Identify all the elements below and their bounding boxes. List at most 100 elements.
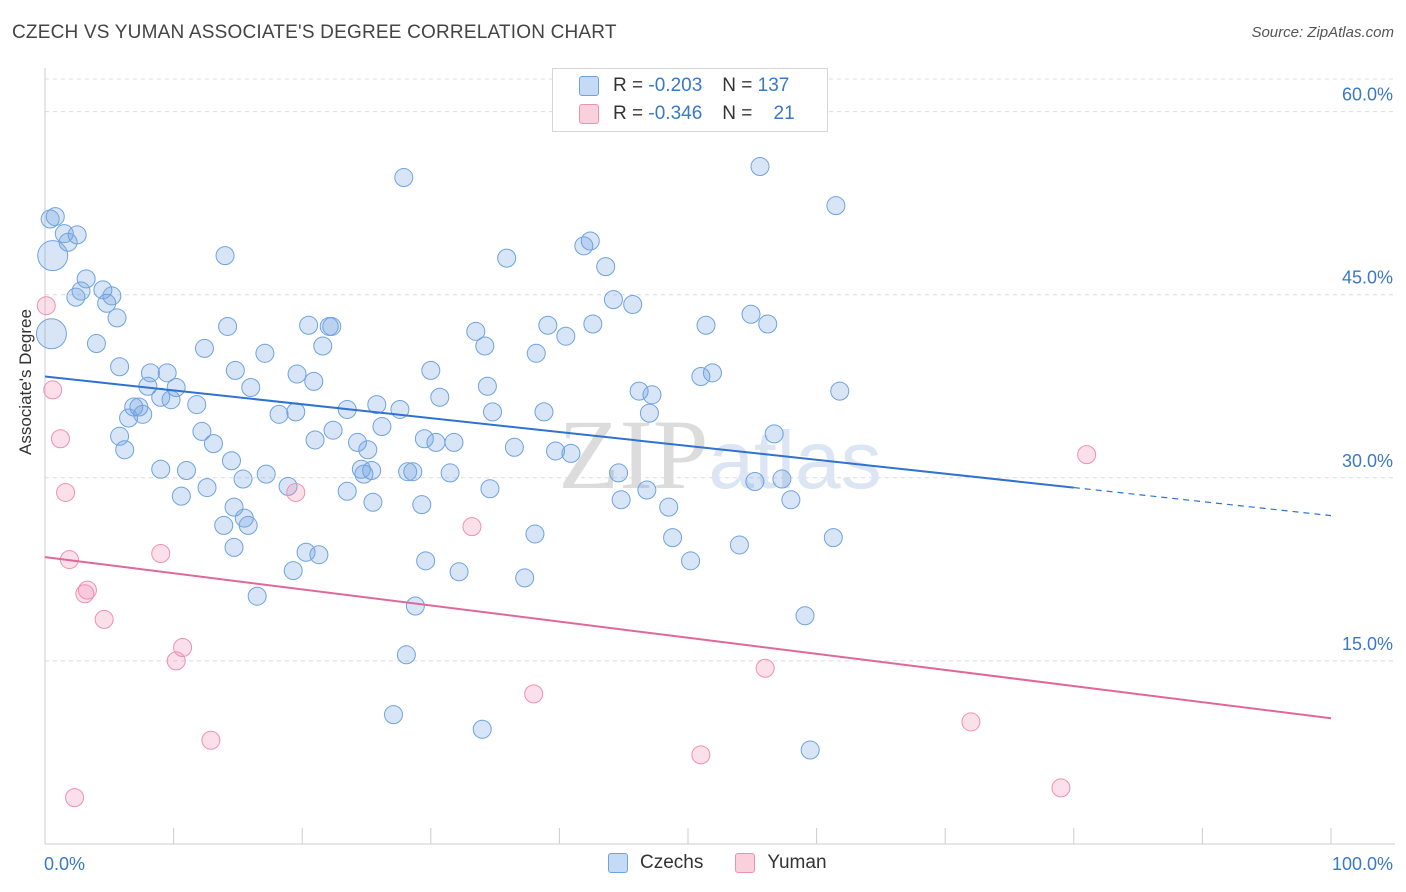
czechs-point xyxy=(192,421,212,441)
yuman-r-label: R = xyxy=(613,103,644,124)
czechs-point xyxy=(358,440,378,460)
yuman-point xyxy=(961,712,981,732)
czechs-point xyxy=(444,432,464,452)
czechs-point xyxy=(299,315,319,335)
czechs-point xyxy=(561,443,581,463)
czechs-point xyxy=(472,719,492,739)
legend-item-czechs[interactable]: Czechs xyxy=(608,852,703,874)
czechs-point xyxy=(286,402,306,422)
yuman-point xyxy=(50,429,70,449)
czechs-r-value: -0.203 xyxy=(648,75,703,96)
czechs-point xyxy=(287,364,307,384)
czechs-point xyxy=(405,596,425,616)
czechs-point xyxy=(483,402,503,422)
czechs-point xyxy=(772,469,792,489)
czechs-point xyxy=(398,462,418,482)
czechs-r-label: R = xyxy=(613,75,644,96)
czechs-point xyxy=(758,314,778,334)
czechs-point xyxy=(233,469,253,489)
czechs-point xyxy=(745,471,765,491)
czechs-point xyxy=(278,476,298,496)
trend-lines xyxy=(44,375,1332,720)
czechs-point xyxy=(596,257,616,277)
tick-labels: 15.0% 30.0% 45.0% 60.0% 0.0% 100.0% xyxy=(44,85,1393,874)
series-legend: Czechs Yuman xyxy=(608,852,859,874)
czechs-point xyxy=(430,387,450,407)
czechs-point xyxy=(729,535,749,555)
y-tick-label: 15.0% xyxy=(1342,634,1393,654)
czechs-point xyxy=(637,480,657,500)
czechs-point xyxy=(66,287,86,307)
czechs-point xyxy=(283,561,303,581)
czechs-point xyxy=(764,424,784,444)
czechs-point xyxy=(203,434,223,454)
czechs-point xyxy=(696,315,716,335)
yuman-point xyxy=(755,658,775,678)
czechs-point xyxy=(538,315,558,335)
x-tick-label-max: 100.0% xyxy=(1332,854,1393,874)
czechs-point xyxy=(480,479,500,499)
yuman-point xyxy=(65,788,85,808)
yuman-point xyxy=(173,637,193,657)
czechs-point xyxy=(347,432,367,452)
czechs-point xyxy=(107,308,127,328)
czechs-point xyxy=(795,606,815,626)
y-tick-label: 30.0% xyxy=(1342,451,1393,471)
czechs-points xyxy=(35,157,850,760)
czechs-point xyxy=(639,403,659,423)
yuman-point xyxy=(286,482,306,502)
czechs-point xyxy=(133,404,153,424)
czechs-point xyxy=(304,371,324,391)
czechs-point xyxy=(115,440,135,460)
czechs-point xyxy=(86,334,106,354)
czechs-point xyxy=(414,429,434,449)
czechs-point xyxy=(416,551,436,571)
yuman-point xyxy=(94,609,114,629)
yuman-point xyxy=(36,296,56,316)
czechs-point xyxy=(215,246,235,266)
czechs-point xyxy=(37,240,69,272)
czechs-point xyxy=(826,196,846,216)
czechs-point xyxy=(449,562,469,582)
czechs-point xyxy=(238,515,258,535)
legend-row-yuman: R = -0.346 N = 21 xyxy=(579,103,795,125)
czechs-point xyxy=(45,207,65,227)
czechs-point xyxy=(255,343,275,363)
legend-row-czechs: R = -0.203 N = 137 xyxy=(579,75,789,97)
yuman-point xyxy=(75,584,95,604)
x-tick-label-min: 0.0% xyxy=(44,854,85,874)
yuman-point xyxy=(201,730,221,750)
czechs-point xyxy=(110,357,130,377)
correlation-legend: R = -0.203 N = 137 R = -0.346 N = 21 xyxy=(552,68,828,132)
yuman-n-value: 21 xyxy=(773,103,795,124)
axes xyxy=(44,68,1395,845)
czechs-point xyxy=(35,318,67,350)
czechs-point xyxy=(322,316,342,336)
legend-item-yuman[interactable]: Yuman xyxy=(735,852,827,874)
yuman-point xyxy=(1077,445,1097,465)
czechs-point xyxy=(58,232,78,252)
czechs-point xyxy=(515,568,535,588)
czechs-point xyxy=(421,360,441,380)
y-tick-label: 45.0% xyxy=(1342,268,1393,288)
czechs-point xyxy=(663,528,683,548)
yuman-swatch xyxy=(579,104,599,124)
yuman-point xyxy=(462,517,482,537)
czechs-point xyxy=(247,586,267,606)
czechs-point xyxy=(556,326,576,346)
czechs-point xyxy=(583,314,603,334)
czechs-point xyxy=(580,231,600,251)
czechs-point xyxy=(403,462,423,482)
yuman-trend-line xyxy=(44,556,1332,720)
czechs-point xyxy=(534,402,554,422)
czechs-point xyxy=(40,209,60,229)
czechs-point xyxy=(157,363,177,383)
czechs-point xyxy=(702,363,722,383)
czechs-point xyxy=(609,463,629,483)
czechs-point xyxy=(76,269,96,289)
czechs-point xyxy=(611,490,631,510)
czechs-point xyxy=(396,645,416,665)
czechs-point xyxy=(71,281,91,301)
czechs-trend-extension xyxy=(1073,486,1332,517)
czechs-point xyxy=(269,404,289,424)
